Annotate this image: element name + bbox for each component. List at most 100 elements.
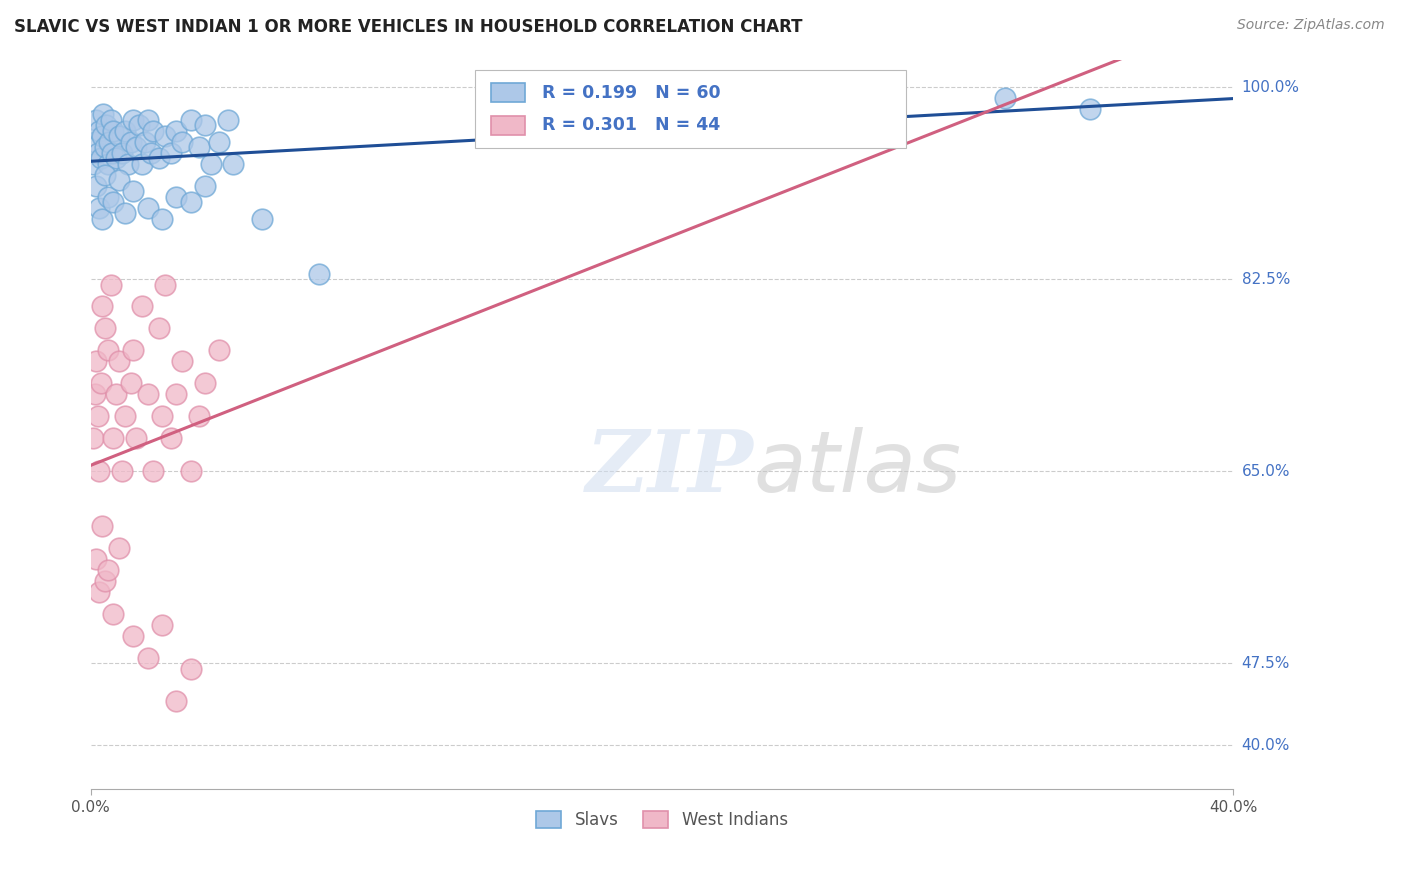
Point [86,354,108,368]
Point [125,431,148,445]
Point [136,112,159,127]
Point [83,135,105,149]
Point [150,409,173,424]
Point [97,190,120,204]
Point [136,201,159,215]
Point [250,211,273,226]
Point [148,152,170,166]
Point [170,135,193,149]
Point [87,145,110,160]
Point [117,157,139,171]
Point [103,607,125,621]
Point [217,112,239,127]
Point [150,211,173,226]
Point [139,145,162,160]
Point [180,661,202,675]
Point [159,145,181,160]
Point [103,195,125,210]
Point [994,91,1017,105]
Point [82,157,104,171]
Point [101,145,124,160]
Point [134,135,156,149]
Point [98,135,121,149]
Text: 65.0%: 65.0% [1241,464,1291,478]
Text: SLAVIC VS WEST INDIAN 1 OR MORE VEHICLES IN HOUSEHOLD CORRELATION CHART: SLAVIC VS WEST INDIAN 1 OR MORE VEHICLES… [14,18,803,36]
Point [180,195,202,210]
Point [111,145,134,160]
Point [89,584,111,599]
Point [128,119,150,133]
Point [188,409,211,424]
Point [153,129,176,144]
Point [180,112,202,127]
Point [94,574,117,588]
Point [90,152,112,166]
Point [97,563,120,577]
Text: 82.5%: 82.5% [1241,271,1289,286]
Point [159,431,181,445]
Point [108,354,131,368]
Text: R = 0.199   N = 60: R = 0.199 N = 60 [541,84,721,102]
Point [180,464,202,478]
Point [111,464,134,478]
Point [122,629,145,643]
Text: atlas: atlas [754,426,962,509]
Point [97,343,120,358]
Point [100,277,122,292]
Bar [491,83,524,103]
Point [131,157,153,171]
Point [136,387,159,401]
Point [148,321,170,335]
Point [131,300,153,314]
Point [165,124,187,138]
Point [103,124,125,138]
Point [86,551,108,566]
Point [879,112,901,127]
Point [170,354,193,368]
Point [103,431,125,445]
Point [194,376,217,391]
Point [208,135,231,149]
Point [114,409,136,424]
Point [89,201,111,215]
Point [91,519,114,533]
Point [91,300,114,314]
Point [150,617,173,632]
Point [114,124,136,138]
Point [188,140,211,154]
Legend: Slavs, West Indians: Slavs, West Indians [530,804,794,836]
Point [94,168,117,182]
Point [105,387,128,401]
Point [308,267,330,281]
Text: R = 0.301   N = 44: R = 0.301 N = 44 [541,117,720,135]
Point [165,387,187,401]
Point [125,140,148,154]
Point [83,387,105,401]
Bar [491,116,524,136]
Point [91,129,114,144]
Point [120,376,142,391]
Point [108,173,131,187]
Point [93,107,115,121]
Text: ZIP: ZIP [585,426,754,510]
Point [122,343,145,358]
Point [142,464,165,478]
Text: 100.0%: 100.0% [1241,79,1299,95]
FancyBboxPatch shape [475,70,907,148]
Point [1080,102,1102,116]
Point [108,129,131,144]
Point [200,157,222,171]
Point [194,178,217,193]
Point [136,650,159,665]
Point [100,112,122,127]
Point [86,178,108,193]
Point [122,112,145,127]
Point [120,135,142,149]
Point [91,211,114,226]
Point [108,541,131,555]
Text: Source: ZipAtlas.com: Source: ZipAtlas.com [1237,18,1385,32]
Point [96,119,118,133]
Point [86,112,108,127]
Point [142,124,165,138]
Point [122,184,145,198]
